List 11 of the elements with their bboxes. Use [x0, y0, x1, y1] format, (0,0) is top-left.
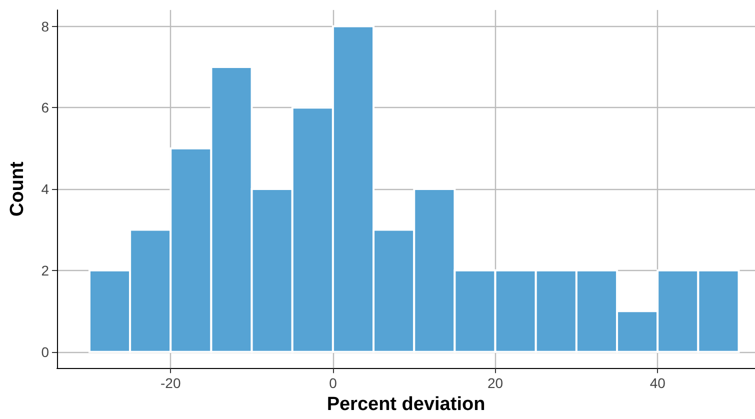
y-tick-label: 4	[41, 181, 50, 198]
y-tick-label: 0	[41, 344, 50, 360]
x-axis-title: Percent deviation	[326, 394, 486, 415]
y-axis-title: Count	[7, 160, 28, 216]
x-tick-label: 40	[650, 375, 666, 392]
y-tick-label: 6	[41, 100, 50, 116]
x-tick-label: 0	[329, 375, 338, 392]
x-tick-label: -20	[160, 375, 181, 392]
y-tick-label: 8	[41, 18, 50, 34]
x-tick-label: 20	[487, 375, 504, 392]
y-tick-label: 2	[41, 262, 50, 278]
